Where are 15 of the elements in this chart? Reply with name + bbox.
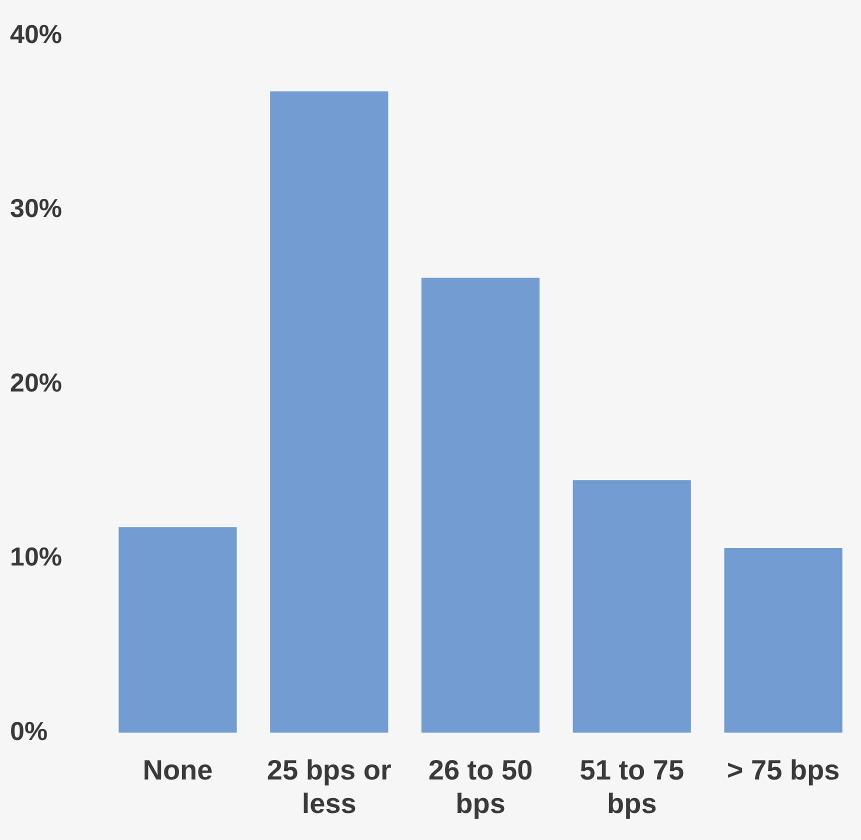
x-tick-label: > 75 bps	[726, 754, 840, 786]
bar	[421, 278, 540, 733]
x-tick-label: 25 bps or less	[266, 754, 392, 819]
x-tick-label: 51 to 75 bps	[580, 754, 684, 819]
bar	[118, 527, 237, 733]
x-tick-label: None	[142, 754, 213, 786]
y-tick-label: 30%	[10, 193, 62, 224]
y-tick-label: 0%	[10, 716, 48, 746]
x-tick-label: 26 to 50 bps	[428, 754, 533, 819]
bar	[270, 91, 388, 733]
bar	[572, 480, 691, 733]
bar	[724, 548, 842, 733]
y-tick-label: 40%	[10, 18, 62, 49]
y-tick-label: 20%	[10, 367, 62, 398]
y-tick-label: 10%	[10, 542, 62, 572]
